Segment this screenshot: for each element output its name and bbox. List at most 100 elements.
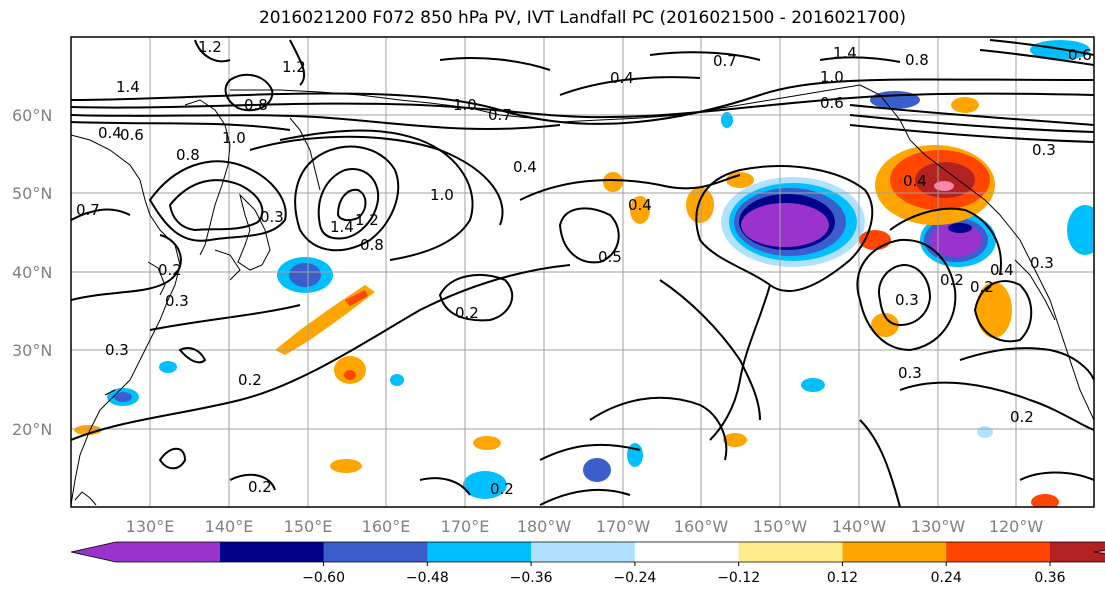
longitude-label: 170°W	[596, 517, 651, 536]
negative-anomaly-shading	[1030, 40, 1090, 60]
positive-anomaly-shading	[603, 172, 623, 192]
colorbar-segment	[1050, 542, 1105, 562]
positive-anomaly-shading	[344, 370, 356, 380]
contour-label: 0.8	[360, 236, 384, 254]
contour-label: 0.2	[238, 371, 262, 389]
positive-anomaly-shading	[686, 187, 714, 223]
contour-label: 0.4	[990, 261, 1014, 279]
contour-label: 0.3	[165, 292, 189, 310]
contour-label: 0.3	[1032, 141, 1056, 159]
map-frame	[70, 36, 1095, 508]
contour-labels: 1.2 1.4 0.8 1.0 0.6 0.4 0.8 0.7 0.3 1.4 …	[76, 38, 1092, 498]
contour-label: 0.7	[76, 201, 100, 219]
negative-anomaly-shading	[390, 374, 404, 386]
colorbar-segment	[323, 542, 428, 562]
negative-anomaly-shading	[627, 443, 643, 467]
negative-anomaly-shading	[1067, 205, 1094, 255]
contour-label: 0.3	[105, 341, 129, 359]
colorbar-segment	[531, 542, 636, 562]
colorbar-segment	[946, 542, 1051, 562]
contour-label: 0.8	[176, 146, 200, 164]
contour-label: 0.2	[158, 261, 182, 279]
longitude-label: 130°W	[911, 517, 966, 536]
latitude-label: 50°N	[12, 184, 52, 203]
negative-anomaly-shading	[930, 223, 982, 257]
contour-label: 0.7	[488, 106, 512, 124]
positive-anomaly-shading	[630, 196, 650, 224]
contour-label: 0.4	[628, 196, 652, 214]
negative-anomaly-shading	[741, 203, 829, 247]
negative-anomaly-shading	[583, 458, 611, 482]
colorbar-segments	[70, 541, 1105, 563]
positive-anomaly-shading	[871, 313, 899, 337]
contour-label: 1.4	[833, 44, 857, 62]
positive-anomaly-shading	[345, 290, 368, 306]
longitude-label: 150°E	[284, 517, 333, 536]
colorbar-segment	[634, 542, 740, 562]
longitude-label: 170°E	[441, 517, 490, 536]
positive-anomaly-shading	[1031, 494, 1059, 507]
negative-anomaly-shading	[948, 223, 972, 233]
positive-anomaly-shading	[330, 459, 362, 473]
longitude-label: 120°W	[989, 517, 1044, 536]
contour-label: 0.4	[513, 158, 537, 176]
positive-anomaly-shading	[934, 181, 954, 191]
colorbar-ticks: −0.60−0.48−0.36−0.24−0.120.120.240.360.4…	[302, 562, 1066, 586]
colorbar-outline	[70, 541, 1105, 563]
negative-anomaly-shading	[801, 378, 825, 392]
contour-label: 0.2	[940, 271, 964, 289]
latitude-label: 30°N	[12, 341, 52, 360]
map-title: 2016021200 F072 850 hPa PV, IVT Landfall…	[258, 8, 906, 28]
colorbar-tick-label: −0.36	[510, 570, 553, 586]
latitude-label: 60°N	[12, 106, 52, 125]
negative-anomaly-shading	[114, 392, 132, 402]
contour-label: 0.6	[1068, 46, 1092, 64]
contour-label: 1.0	[430, 186, 454, 204]
contour-label: 1.0	[222, 129, 246, 147]
contour-label: 0.8	[244, 96, 268, 114]
latitude-label: 40°N	[12, 263, 52, 282]
colorbar-tick-label: 0.24	[931, 570, 962, 586]
colorbar-tick-label: −0.60	[302, 570, 345, 586]
longitude-label: 160°E	[362, 517, 411, 536]
contour-label: 0.2	[970, 278, 994, 296]
negative-anomaly-shading	[977, 426, 993, 438]
contour-label: 1.2	[198, 38, 222, 56]
colorbar-tick-label: −0.48	[406, 570, 449, 586]
positive-anomaly-shading	[473, 436, 501, 450]
contour-label: 0.6	[120, 126, 144, 144]
contour-label: 0.6	[820, 94, 844, 112]
longitude-label: 130°E	[126, 517, 175, 536]
negative-anomaly-shading	[289, 263, 321, 287]
contour-label: 1.2	[355, 211, 379, 229]
contour-label: 0.3	[260, 208, 284, 226]
map-content: 1.2 1.4 0.8 1.0 0.6 0.4 0.8 0.7 0.3 1.4 …	[71, 37, 1094, 507]
contour-label: 0.3	[898, 364, 922, 382]
contour-label: 0.5	[598, 248, 622, 266]
negative-anomaly-shading	[159, 361, 177, 373]
contour-label: 0.7	[713, 52, 737, 70]
contour-label: 1.4	[116, 78, 140, 96]
colorbar-segment	[738, 542, 843, 562]
colorbar-tick-label: 0.12	[827, 570, 858, 586]
contour-label: 1.0	[820, 68, 844, 86]
colorbar-tick-label: −0.12	[717, 570, 760, 586]
positive-anomaly-shading	[723, 433, 747, 447]
longitude-label: 150°W	[753, 517, 808, 536]
contour-label: 0.2	[1010, 408, 1034, 426]
colorbar-segment	[219, 542, 325, 562]
contour-label: 0.2	[490, 480, 514, 498]
contour-label: 0.2	[455, 304, 479, 322]
longitude-label: 180°W	[517, 517, 572, 536]
contour-label: 1.4	[330, 218, 354, 236]
positive-anomaly-shading	[915, 162, 975, 198]
longitude-label: 160°W	[674, 517, 729, 536]
contour-label: 1.2	[282, 58, 306, 76]
colorbar-segment	[427, 542, 532, 562]
longitude-labels: 130°E 140°E 150°E 160°E 170°E 180°W 170°…	[126, 517, 1044, 536]
latitude-label: 20°N	[12, 420, 52, 439]
colorbar-tick-label: −0.24	[613, 570, 656, 586]
colorbar-segment	[842, 542, 947, 562]
colorbar-segment	[1094, 550, 1105, 554]
